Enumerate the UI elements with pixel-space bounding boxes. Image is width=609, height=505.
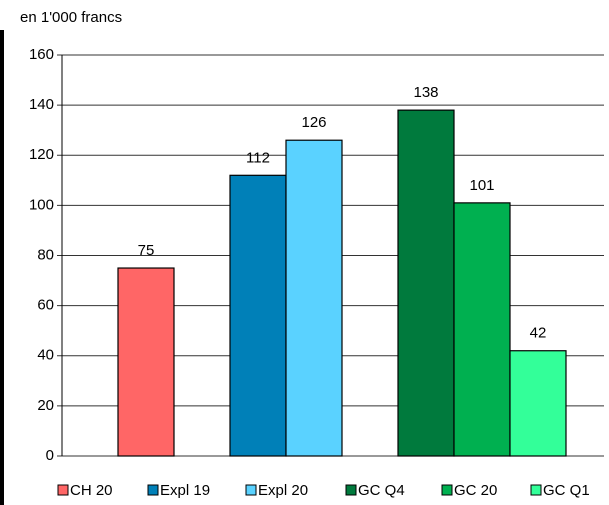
legend-label: GC Q1 (543, 482, 590, 499)
value-label: 42 (530, 325, 547, 342)
value-label: 75 (138, 242, 155, 259)
y-axis-label: en 1'000 francs (20, 9, 122, 26)
side-border (0, 30, 4, 505)
bar (509, 350, 567, 457)
bar (397, 109, 455, 457)
y-tick-label: 160 (29, 46, 54, 63)
value-label: 126 (301, 114, 326, 131)
value-label: 112 (246, 149, 270, 166)
legend-swatch (57, 484, 69, 496)
legend-label: GC Q4 (358, 482, 405, 499)
y-tick-label: 60 (37, 297, 54, 314)
legend-label: Expl 20 (258, 482, 308, 499)
bar (117, 267, 175, 457)
legend-swatch (147, 484, 159, 496)
legend-label: GC 20 (454, 482, 497, 499)
legend-label: CH 20 (70, 482, 113, 499)
y-tick-label: 20 (37, 397, 54, 414)
bar (229, 174, 287, 457)
legend-swatch (441, 484, 453, 496)
value-label: 101 (469, 177, 494, 194)
legend-swatch (530, 484, 542, 496)
y-tick-label: 0 (46, 447, 54, 464)
legend-label: Expl 19 (160, 482, 210, 499)
y-tick-label: 80 (37, 246, 54, 263)
legend-swatch (245, 484, 257, 496)
y-tick-label: 120 (29, 146, 54, 163)
bar (453, 202, 511, 457)
legend-swatch (345, 484, 357, 496)
y-tick-label: 140 (29, 96, 54, 113)
bar (285, 139, 343, 457)
y-tick-label: 100 (29, 196, 54, 213)
value-label: 138 (413, 84, 438, 101)
y-tick-label: 40 (37, 347, 54, 364)
